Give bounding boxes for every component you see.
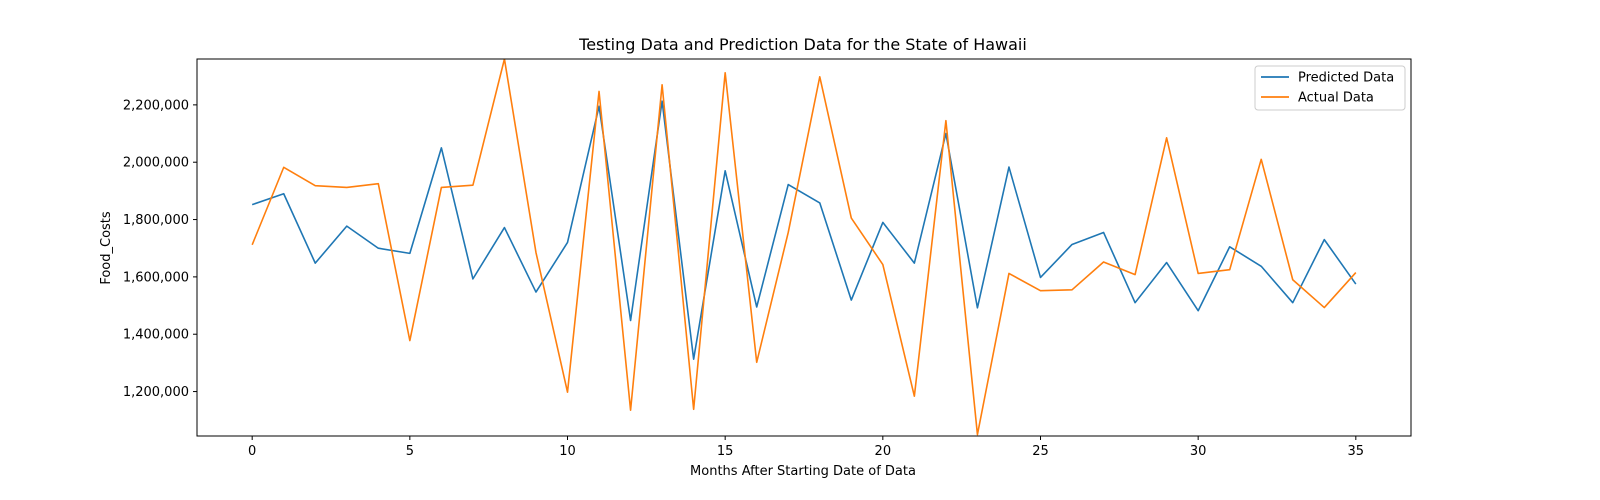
y-tick-label: 1,800,000 bbox=[123, 213, 189, 228]
y-tick-label: 2,000,000 bbox=[123, 156, 189, 171]
x-tick-label: 35 bbox=[1348, 444, 1365, 459]
y-tick-label: 1,200,000 bbox=[123, 385, 189, 400]
chart-title: Testing Data and Prediction Data for the… bbox=[578, 35, 1027, 54]
series-line-predicted bbox=[251, 100, 1357, 360]
legend-label: Predicted Data bbox=[1298, 71, 1394, 86]
plot-frame bbox=[196, 58, 1412, 437]
legend: Predicted Data Actual Data bbox=[1254, 65, 1406, 111]
x-tick-label: 5 bbox=[406, 444, 414, 459]
plot-area: 0 5 10 15 20 25 30 35 1,200,000 1,400,000 1,600,00… bbox=[123, 58, 1412, 459]
series-line-actual bbox=[251, 59, 1357, 436]
x-tick-label: 15 bbox=[717, 444, 734, 459]
x-axis-label: Months After Starting Date of Data bbox=[690, 464, 916, 479]
legend-box bbox=[1254, 65, 1406, 111]
y-tick-label: 1,600,000 bbox=[123, 270, 189, 285]
x-tick-label: 10 bbox=[559, 444, 576, 459]
y-axis-label: Food_Costs bbox=[99, 211, 114, 285]
x-tick-label: 20 bbox=[875, 444, 892, 459]
x-tick-label: 25 bbox=[1032, 444, 1049, 459]
y-tick-label: 1,400,000 bbox=[123, 328, 189, 343]
legend-label: Actual Data bbox=[1298, 91, 1374, 106]
x-tick-label: 0 bbox=[248, 444, 256, 459]
x-tick-label: 30 bbox=[1190, 444, 1207, 459]
y-tick-label: 2,200,000 bbox=[123, 98, 189, 113]
